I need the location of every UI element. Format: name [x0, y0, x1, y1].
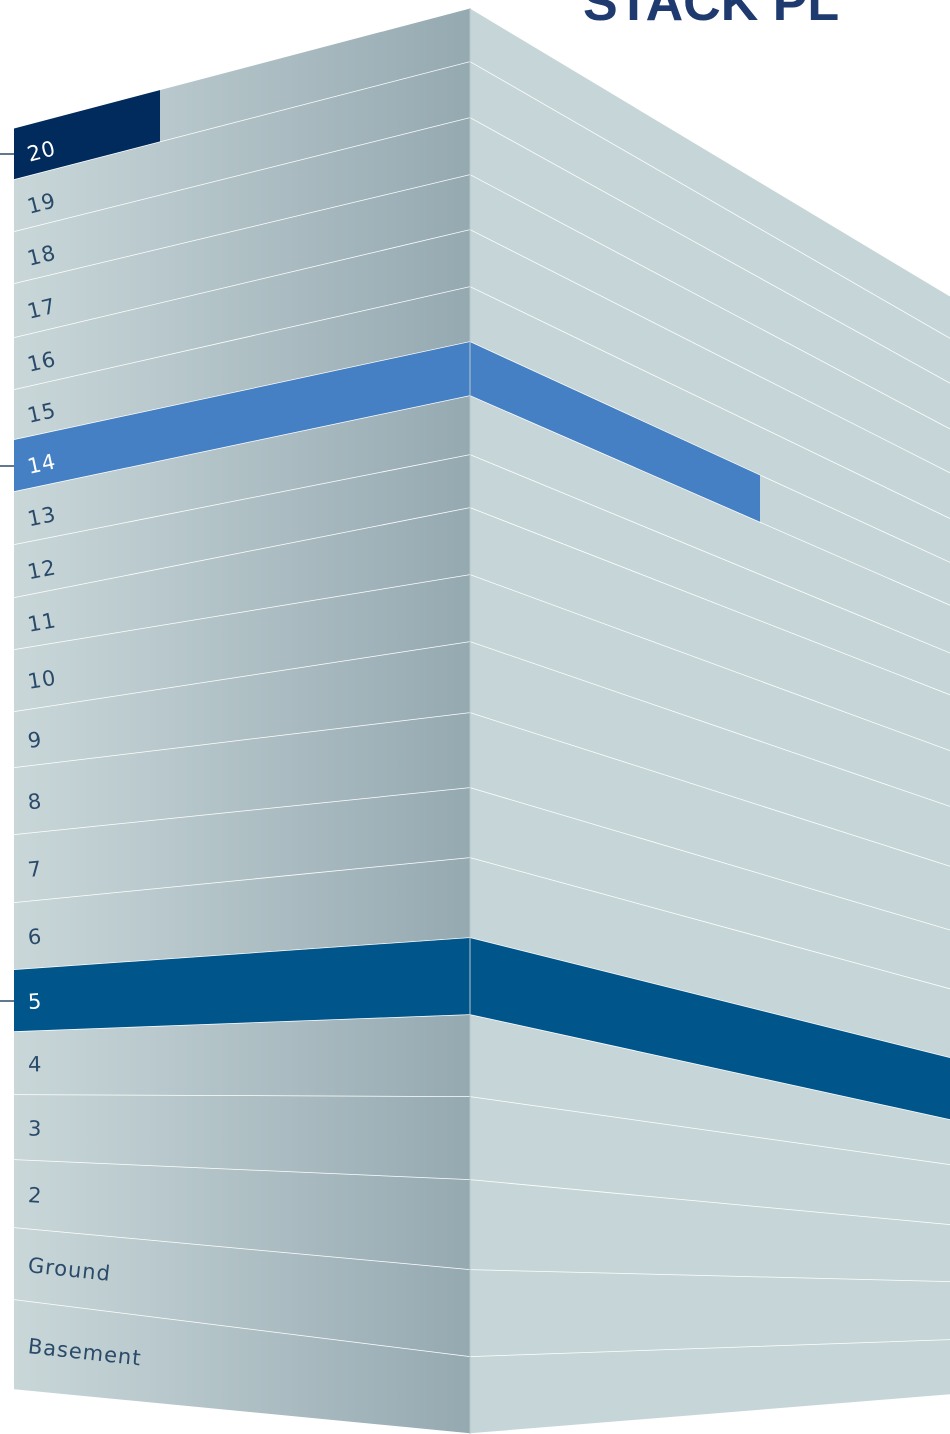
floor-label: 10 [26, 666, 58, 694]
right-face [470, 1270, 950, 1357]
page-title: STACK PL [583, 0, 839, 32]
building: 201918171615141312111098765432GroundBase… [0, 7, 950, 1434]
floor-label: 2 [27, 1183, 43, 1208]
floor-label: 7 [27, 857, 44, 882]
left-face [14, 1095, 470, 1180]
right-face [470, 455, 950, 696]
floor-highlight [14, 89, 160, 180]
right-face [470, 287, 950, 563]
right-face [470, 642, 950, 867]
right-face [470, 1015, 950, 1165]
right-face [470, 8, 950, 339]
floor-label: 5 [27, 989, 43, 1014]
left-face [14, 287, 470, 440]
right-face [470, 858, 950, 1058]
right-face [470, 118, 950, 430]
floor-label: 6 [27, 924, 43, 949]
floor-label: 12 [25, 555, 58, 584]
right-face [470, 1340, 950, 1434]
floor-label: 11 [26, 608, 59, 637]
floor-label: 3 [28, 1117, 43, 1141]
left-face [14, 508, 470, 650]
right-face [470, 1097, 950, 1225]
right-face [470, 575, 950, 807]
left-face [14, 118, 470, 284]
floor-highlight [14, 342, 760, 523]
left-face [14, 175, 470, 338]
left-face [14, 788, 470, 903]
left-face [14, 1015, 470, 1097]
left-face [14, 1160, 470, 1270]
left-face [14, 1228, 470, 1357]
right-face [470, 175, 950, 474]
left-face [14, 713, 470, 835]
left-face [14, 642, 470, 768]
floor-label: 13 [25, 502, 58, 531]
floor-highlight [14, 938, 950, 1120]
left-face [14, 575, 470, 712]
left-face [14, 858, 470, 970]
right-face [470, 788, 950, 990]
left-face [14, 62, 470, 232]
right-face [470, 508, 950, 751]
right-face [470, 713, 950, 931]
floor-label: 8 [27, 789, 44, 814]
floor-label: 9 [26, 727, 44, 753]
left-face [14, 230, 470, 390]
floor-label: 4 [28, 1052, 43, 1076]
floor-label: 14 [25, 449, 58, 478]
right-face [470, 230, 950, 519]
right-face [470, 1180, 950, 1282]
left-face [14, 455, 470, 598]
right-face [470, 62, 950, 384]
left-face [14, 396, 470, 545]
right-face [470, 396, 950, 654]
floor-line [13, 1389, 950, 1434]
